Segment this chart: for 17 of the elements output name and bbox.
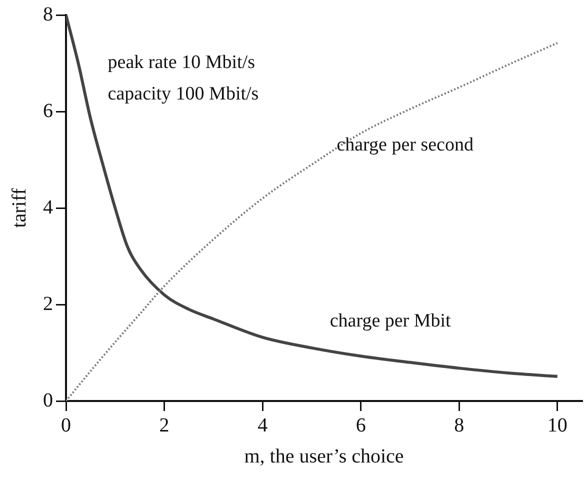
series-label: charge per Mbit	[330, 310, 452, 332]
y-tick-label: 2	[43, 292, 53, 315]
annotation: capacity 100 Mbit/s	[108, 84, 259, 105]
y-axis-title: tariff	[8, 188, 30, 228]
y-tick-label: 8	[43, 3, 53, 26]
x-axis-title: m, the user’s choice	[244, 445, 404, 468]
x-tick-label: 10	[547, 414, 568, 436]
x-tick-label: 0	[61, 414, 71, 436]
y-tick-label: 4	[43, 196, 53, 218]
x-tick-label: 4	[258, 414, 268, 436]
x-tick-label: 6	[356, 414, 366, 436]
annotation: peak rate 10 Mbit/s	[108, 52, 255, 74]
y-tick-label: 6	[43, 100, 53, 122]
series-label: charge per second	[336, 134, 474, 156]
y-tick-label: 0	[43, 389, 53, 412]
x-tick-label: 2	[159, 414, 170, 436]
x-tick-label: 8	[454, 414, 464, 436]
